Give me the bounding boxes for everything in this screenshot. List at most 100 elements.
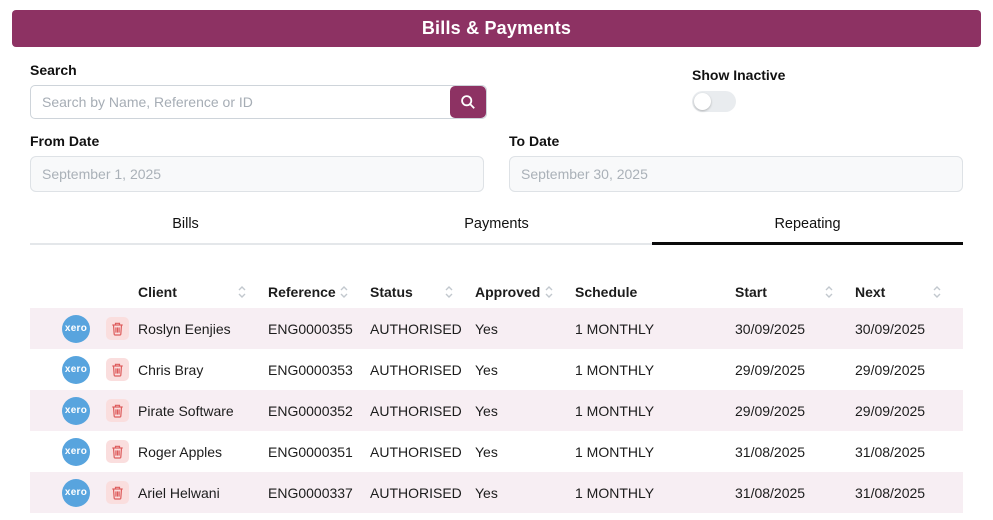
trash-icon <box>112 322 123 336</box>
status-cell: AUTHORISED <box>370 484 462 501</box>
sort-icon[interactable] <box>545 285 553 299</box>
start-cell: 30/09/2025 <box>735 320 806 337</box>
show-inactive-toggle[interactable] <box>692 91 736 112</box>
delete-button[interactable] <box>106 399 129 422</box>
from-date-label: From Date <box>30 133 100 149</box>
approved-cell: Yes <box>475 361 498 378</box>
xero-icon[interactable]: xero <box>62 478 90 507</box>
table-body: xero Roslyn Eenjies ENG0000355 AUTHORISE… <box>30 308 963 513</box>
reference-cell: ENG0000355 <box>268 320 353 337</box>
sort-icon[interactable] <box>933 285 941 299</box>
search-group <box>30 85 487 119</box>
row-actions: xero <box>30 478 138 507</box>
trash-icon <box>112 404 123 418</box>
column-header-start[interactable]: Start <box>735 284 855 300</box>
approved-cell: Yes <box>475 443 498 460</box>
show-inactive-block: Show Inactive <box>692 67 785 112</box>
start-cell: 31/08/2025 <box>735 484 806 501</box>
sort-icon[interactable] <box>825 285 833 299</box>
schedule-cell: 1 MONTHLY <box>575 443 655 460</box>
column-header-next[interactable]: Next <box>855 284 963 300</box>
client-cell: Roger Apples <box>138 443 223 460</box>
approved-cell: Yes <box>475 320 498 337</box>
to-date-block: To Date <box>509 133 963 192</box>
search-block: Search <box>30 62 963 119</box>
client-cell: Ariel Helwani <box>138 484 220 501</box>
start-cell: 29/09/2025 <box>735 361 806 378</box>
client-cell: Roslyn Eenjies <box>138 320 231 337</box>
next-cell: 31/08/2025 <box>855 443 926 460</box>
tab-repeating[interactable]: Repeating <box>652 209 963 245</box>
schedule-cell: 1 MONTHLY <box>575 402 655 419</box>
schedule-cell: 1 MONTHLY <box>575 320 655 337</box>
show-inactive-label: Show Inactive <box>692 67 786 83</box>
trash-icon <box>112 486 123 500</box>
xero-icon[interactable]: xero <box>62 437 90 466</box>
row-actions: xero <box>30 355 138 384</box>
page-title-bar: Bills & Payments <box>12 10 981 47</box>
row-actions: xero <box>30 396 138 425</box>
reference-cell: ENG0000352 <box>268 402 353 419</box>
table-row: xero Pirate Software ENG0000352 AUTHORIS… <box>30 390 963 431</box>
from-date-block: From Date <box>30 133 484 192</box>
delete-button[interactable] <box>106 440 129 463</box>
row-actions: xero <box>30 314 138 343</box>
column-header-reference[interactable]: Reference <box>268 284 370 300</box>
from-date-input[interactable] <box>30 156 484 192</box>
client-cell: Chris Bray <box>138 361 204 378</box>
table-row: xero Ariel Helwani ENG0000337 AUTHORISED… <box>30 472 963 513</box>
table-header: Client Reference Status Approved Schedul… <box>30 276 963 308</box>
table-row: xero Roslyn Eenjies ENG0000355 AUTHORISE… <box>30 308 963 349</box>
xero-icon[interactable]: xero <box>62 396 90 425</box>
search-label: Search <box>30 62 77 78</box>
next-cell: 31/08/2025 <box>855 484 926 501</box>
page-title: Bills & Payments <box>421 18 572 38</box>
approved-cell: Yes <box>475 402 498 419</box>
next-cell: 29/09/2025 <box>855 361 926 378</box>
status-cell: AUTHORISED <box>370 361 462 378</box>
status-cell: AUTHORISED <box>370 320 462 337</box>
trash-icon <box>112 363 123 377</box>
to-date-input[interactable] <box>509 156 963 192</box>
delete-button[interactable] <box>106 481 129 504</box>
trash-icon <box>112 445 123 459</box>
approved-cell: Yes <box>475 484 498 501</box>
sort-icon[interactable] <box>445 285 453 299</box>
tab-bills[interactable]: Bills <box>172 216 199 232</box>
to-date-label: To Date <box>509 133 560 149</box>
next-cell: 29/09/2025 <box>855 402 926 419</box>
reference-cell: ENG0000353 <box>268 361 353 378</box>
controls-row: Search Show Inactive <box>30 62 963 119</box>
table-row: xero Chris Bray ENG0000353 AUTHORISED Ye… <box>30 349 963 390</box>
column-header-approved[interactable]: Approved <box>475 284 575 300</box>
reference-cell: ENG0000351 <box>268 443 353 460</box>
column-header-client[interactable]: Client <box>138 284 268 300</box>
xero-icon[interactable]: xero <box>62 314 90 343</box>
search-icon <box>461 95 475 109</box>
start-cell: 31/08/2025 <box>735 443 806 460</box>
reference-cell: ENG0000337 <box>268 484 353 501</box>
table-row: xero Roger Apples ENG0000351 AUTHORISED … <box>30 431 963 472</box>
xero-icon[interactable]: xero <box>62 355 90 384</box>
sort-icon[interactable] <box>340 285 348 299</box>
sort-icon[interactable] <box>238 285 246 299</box>
start-cell: 29/09/2025 <box>735 402 806 419</box>
status-cell: AUTHORISED <box>370 443 462 460</box>
next-cell: 30/09/2025 <box>855 320 926 337</box>
client-cell: Pirate Software <box>138 402 234 419</box>
delete-button[interactable] <box>106 358 129 381</box>
dates-row: From Date To Date <box>30 133 963 192</box>
schedule-cell: 1 MONTHLY <box>575 484 655 501</box>
repeating-table: Client Reference Status Approved Schedul… <box>30 276 963 513</box>
tabs: Bills Payments Repeating <box>30 209 963 245</box>
delete-button[interactable] <box>106 317 129 340</box>
schedule-cell: 1 MONTHLY <box>575 361 655 378</box>
search-input[interactable] <box>30 85 487 119</box>
tab-payments[interactable]: Payments <box>464 216 529 232</box>
status-cell: AUTHORISED <box>370 402 462 419</box>
column-header-schedule: Schedule <box>575 284 638 300</box>
column-header-status[interactable]: Status <box>370 284 475 300</box>
search-button[interactable] <box>450 86 486 118</box>
row-actions: xero <box>30 437 138 466</box>
toggle-knob <box>694 93 711 110</box>
